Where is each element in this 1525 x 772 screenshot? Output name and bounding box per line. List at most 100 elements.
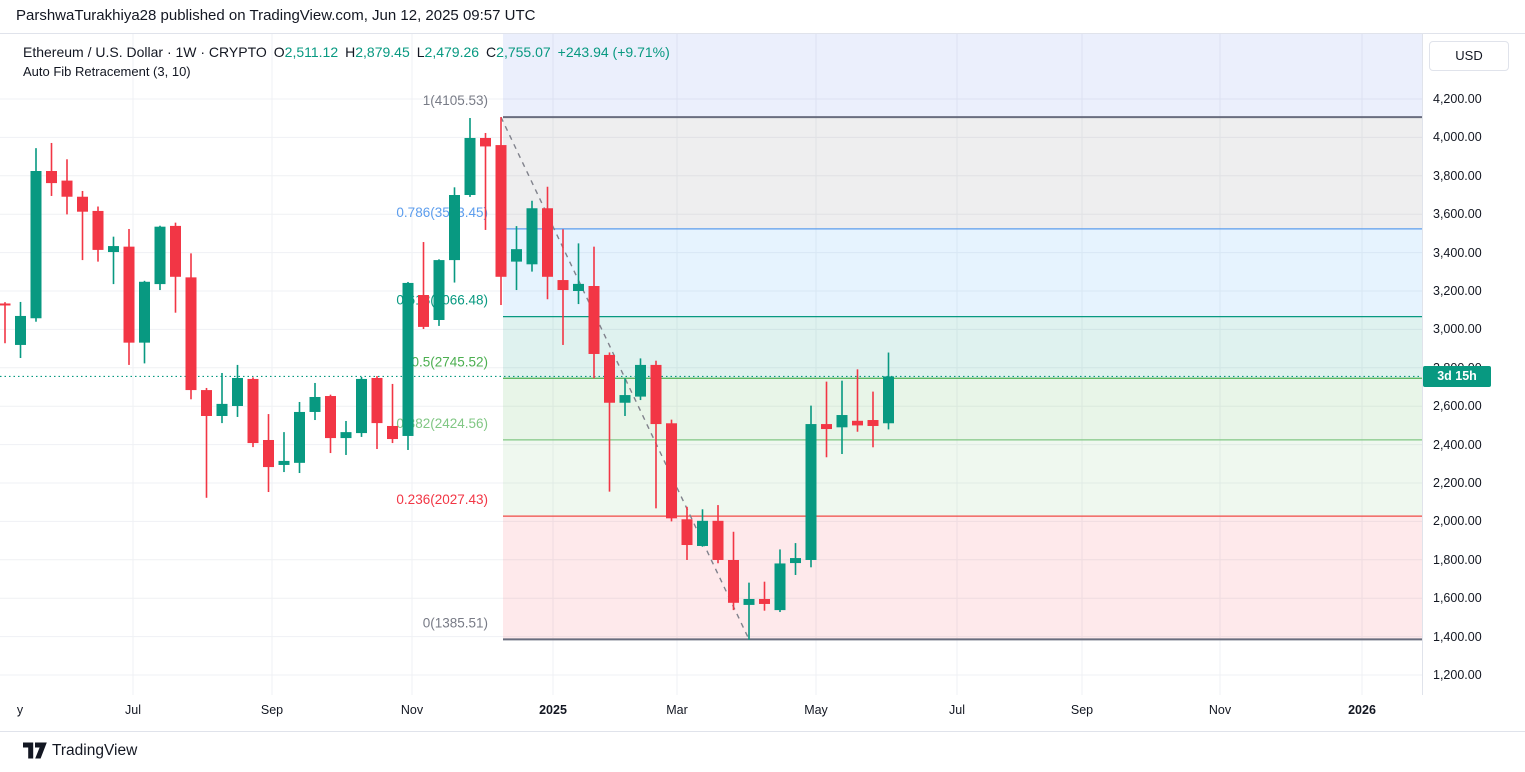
candle-wick bbox=[825, 381, 828, 458]
candle-up bbox=[464, 137, 476, 195]
fib-zone bbox=[503, 516, 1422, 640]
price-tick-label: 1,200.00 bbox=[1433, 668, 1482, 682]
candle-up bbox=[278, 460, 290, 465]
time-tick-label: Nov bbox=[400, 703, 424, 717]
candle-down bbox=[123, 246, 135, 343]
candle-wick bbox=[422, 242, 425, 330]
time-axis[interactable]: y Jul Sep Nov 2025 Mar May Jul Sep Nov 2026 bbox=[0, 695, 1525, 732]
price-tick-label: 1,400.00 bbox=[1433, 629, 1482, 644]
candle-up bbox=[619, 395, 631, 403]
candle-up bbox=[139, 281, 150, 343]
candle-wick bbox=[748, 582, 750, 640]
candle-down bbox=[0, 303, 11, 306]
fib-zone bbox=[503, 117, 1422, 229]
candle-up bbox=[511, 249, 522, 262]
candle-wick bbox=[283, 432, 285, 473]
candle-wick bbox=[608, 352, 611, 492]
price-tick-label: 4,000.00 bbox=[1433, 130, 1482, 145]
time-tick-label: Mar bbox=[666, 703, 688, 717]
time-tick-label: 2026 bbox=[1348, 703, 1376, 717]
candle-up bbox=[790, 558, 801, 564]
price-tick-label: 3,400.00 bbox=[1433, 245, 1482, 260]
ohlc-letter: H bbox=[345, 44, 356, 60]
candle-up bbox=[402, 282, 414, 436]
candle-down bbox=[418, 295, 429, 327]
price-tick-label: 2,600.00 bbox=[1433, 399, 1482, 414]
price-tick-label: 1,800.00 bbox=[1433, 552, 1482, 567]
candle-up bbox=[573, 283, 584, 291]
candle-up bbox=[635, 364, 646, 397]
candle-up bbox=[294, 411, 305, 463]
fib-trendline bbox=[500, 116, 750, 640]
tradingview-logo-text[interactable]: TradingView bbox=[52, 742, 138, 759]
candle-down bbox=[247, 378, 259, 444]
candle-down bbox=[604, 354, 615, 403]
candle-up bbox=[309, 396, 321, 412]
candle-down bbox=[263, 439, 274, 468]
tradingview-logo-icon[interactable] bbox=[22, 741, 48, 765]
candle-down bbox=[201, 390, 212, 416]
price-chart-pane[interactable]: 1(4105.53)0.786(3523.45)0.618(3066.48)0.… bbox=[0, 0, 1422, 695]
candle-down bbox=[46, 171, 57, 184]
candle-down bbox=[77, 196, 88, 212]
candle-up bbox=[356, 378, 367, 434]
candle-up bbox=[108, 246, 119, 253]
candle-down bbox=[371, 377, 383, 424]
candle-up bbox=[697, 520, 708, 546]
candle-wick bbox=[484, 132, 487, 230]
ohlc-value: 2,511.12 bbox=[284, 44, 339, 60]
fib-level-label: 0.382(2424.56) bbox=[396, 416, 488, 431]
candle-down bbox=[681, 519, 693, 546]
candle-down bbox=[557, 280, 569, 291]
ohlc-value: 2,755.07 bbox=[496, 44, 551, 60]
price-tick-label: 2,200.00 bbox=[1433, 476, 1482, 490]
candle-wick bbox=[4, 302, 6, 344]
candle-down bbox=[480, 137, 491, 147]
time-tick-label: y bbox=[16, 703, 24, 717]
time-tick-label: Jul bbox=[125, 703, 141, 717]
candle-wick bbox=[50, 142, 53, 196]
candle-wick bbox=[577, 243, 580, 305]
candle-down bbox=[712, 520, 724, 560]
candle-wick bbox=[81, 190, 84, 261]
candle-up bbox=[15, 315, 26, 345]
fib-level-label: 0.786(3523.45) bbox=[396, 205, 488, 220]
time-tick-label: Nov bbox=[1208, 703, 1232, 717]
chart-legend[interactable]: Ethereum / U.S. Dollar · 1W · CRYPTO O2,5… bbox=[23, 44, 670, 79]
price-tick-label: 3,800.00 bbox=[1433, 168, 1482, 183]
price-tick-label: 1,600.00 bbox=[1433, 591, 1482, 606]
attribution-text: ParshwaTurakhiya28 published on TradingV… bbox=[16, 7, 536, 24]
indicator-legend-row[interactable]: Auto Fib Retracement (3, 10) bbox=[23, 64, 670, 79]
candle-up bbox=[805, 424, 817, 560]
candle-down bbox=[61, 180, 73, 197]
change-value: +243.94 (+9.71%) bbox=[557, 44, 670, 60]
candle-down bbox=[92, 210, 104, 250]
candle-up bbox=[836, 415, 848, 428]
candle-wick bbox=[391, 383, 394, 444]
time-tick-label: Sep bbox=[260, 703, 284, 717]
candle-up bbox=[526, 208, 538, 265]
fib-zone bbox=[503, 439, 1422, 517]
candle-down bbox=[387, 425, 398, 440]
candle-down bbox=[867, 420, 879, 426]
candle-up bbox=[743, 598, 755, 605]
price-tick-label: 2,000.00 bbox=[1433, 514, 1482, 529]
price-axis[interactable]: USD 4,200.00 4,000.00 3,800.00 3,600.00 3,40… bbox=[1422, 33, 1525, 695]
candle-down bbox=[170, 225, 181, 277]
price-tick-label: 4,200.00 bbox=[1433, 92, 1482, 106]
time-tick-label: Sep bbox=[1070, 703, 1094, 717]
fib-level-label: 0.236(2027.43) bbox=[396, 492, 488, 507]
fib-zone bbox=[503, 228, 1422, 317]
price-tick-label: 2,400.00 bbox=[1433, 437, 1482, 452]
candle-wick bbox=[872, 391, 874, 448]
fib-level-label: 1(4105.53) bbox=[423, 93, 488, 108]
ohlc-letter: O bbox=[273, 44, 285, 60]
candle-wick bbox=[763, 581, 766, 611]
symbol-legend-row: Ethereum / U.S. Dollar · 1W · CRYPTO O2,5… bbox=[23, 44, 670, 60]
ohlc-value: 2,479.26 bbox=[424, 44, 480, 60]
candle-up bbox=[774, 563, 786, 611]
ohlc-letter: L bbox=[416, 44, 425, 60]
currency-toggle-button[interactable]: USD bbox=[1429, 41, 1509, 71]
symbol-title: Ethereum / U.S. Dollar · 1W · CRYPTO bbox=[23, 44, 267, 60]
